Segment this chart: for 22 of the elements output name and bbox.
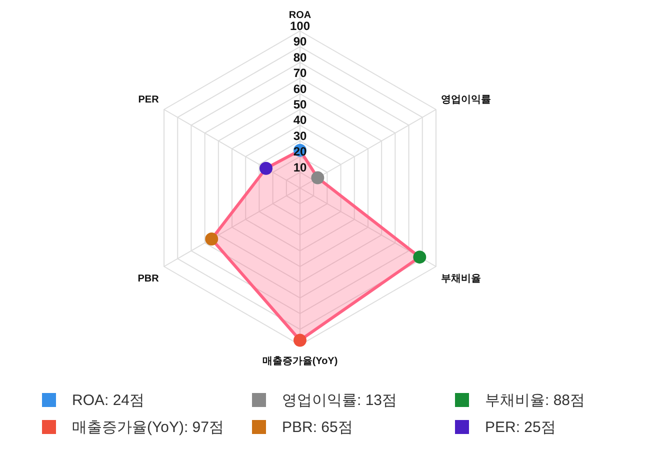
text: 부채비율: 88점 — [485, 390, 586, 410]
spoke-label: PBR — [138, 274, 160, 284]
text: 매출증가율(YoY): 97점 — [72, 418, 224, 436]
y-tick-label: 50 — [293, 98, 307, 112]
y-tick-label: 30 — [293, 128, 307, 143]
spoke-label: ROA — [288, 10, 312, 21]
y-tick-label: 10 — [293, 160, 307, 174]
y-tick-label: 60 — [293, 82, 307, 96]
y-tick-label: 40 — [293, 113, 307, 128]
text: PBR: 65점 — [282, 418, 353, 436]
y-tick-label: 80 — [293, 50, 307, 64]
text: ROA: 24점 — [72, 390, 145, 410]
text: PER: 25점 — [485, 418, 556, 436]
y-tick-label: 20 — [293, 144, 307, 159]
y-tick-label: 90 — [293, 34, 307, 49]
y-tick-label: 70 — [293, 66, 307, 80]
spoke-label: 영업이익률 — [441, 94, 492, 106]
text: 영업이익률: 13점 — [282, 390, 398, 410]
spoke-label: 부채비율 — [441, 274, 482, 284]
spoke-label: 매출증가율(YoY) — [262, 356, 338, 367]
spoke-label: PER — [138, 94, 160, 106]
y-tick-label: 100 — [290, 19, 310, 33]
